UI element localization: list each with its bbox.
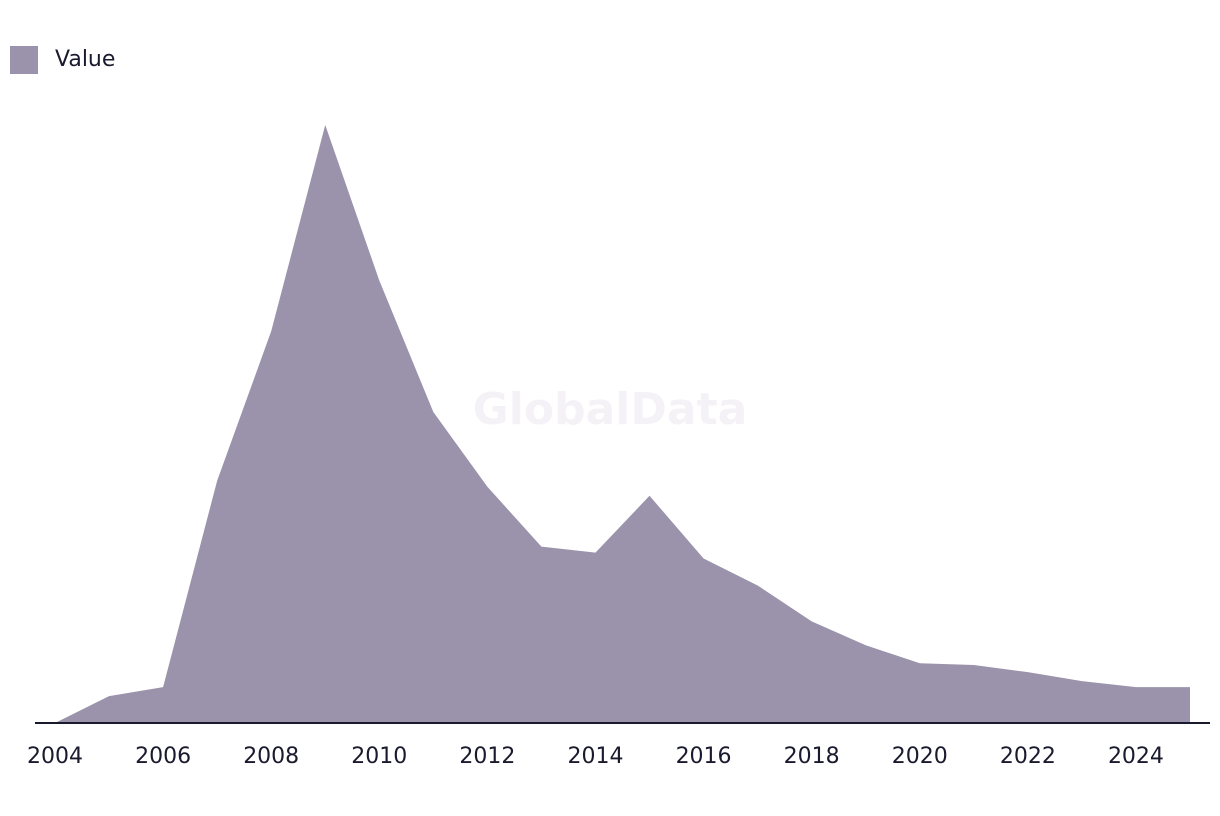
x-tick-label-2010: 2010 [351,744,407,769]
x-tick-label-2018: 2018 [784,744,840,769]
legend-label: Value [55,47,115,72]
x-axis-ticks: 2004 2006 2008 2010 2012 2014 2016 2018 2020 2022… [27,744,1164,769]
x-tick-label-2022: 2022 [1000,744,1056,769]
x-tick-label-2014: 2014 [567,744,623,769]
x-tick-label-2008: 2008 [243,744,299,769]
x-tick-label-2020: 2020 [892,744,948,769]
legend-swatch [10,46,38,74]
plot-area [55,125,1190,723]
x-tick-label-2012: 2012 [459,744,515,769]
x-tick-label-2006: 2006 [135,744,191,769]
x-tick-label-2024: 2024 [1108,744,1164,769]
x-tick-label-2016: 2016 [676,744,732,769]
watermark: GlobalData [473,384,748,435]
x-tick-label-2004: 2004 [27,744,83,769]
legend: Value [10,46,115,74]
series-area-value [55,125,1190,723]
